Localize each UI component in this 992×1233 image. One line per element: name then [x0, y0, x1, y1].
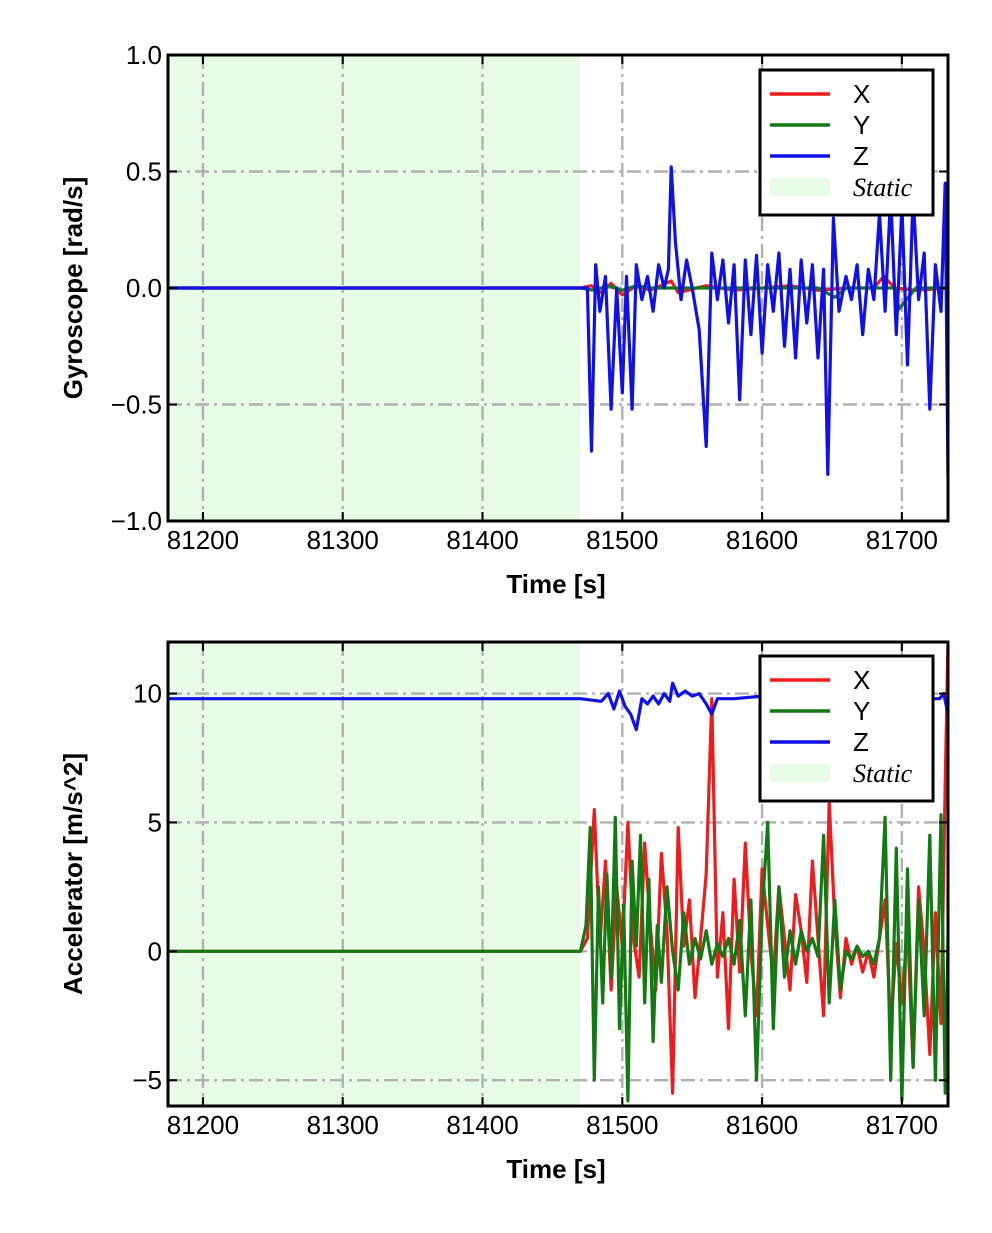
series-line-z	[168, 165, 948, 480]
static-region	[168, 642, 581, 1106]
x-tick-label: 81500	[586, 525, 658, 555]
x-tick-label: 81400	[446, 525, 518, 555]
legend-label-x: X	[853, 79, 870, 109]
y-axis-label: Gyroscope [rad/s]	[58, 177, 88, 400]
legend-label-x: X	[853, 665, 870, 695]
y-tick-label: 0.5	[126, 157, 162, 187]
series-line-y	[168, 813, 948, 1103]
y-tick-label: −0.5	[111, 390, 162, 420]
chart-panel-1: 81200 81300 81400 81500 81600 81700 −1.0 −0.5 0.…	[58, 40, 950, 599]
series-group	[168, 165, 948, 480]
x-tick-label: 81700	[866, 1110, 938, 1140]
x-tick-label: 81300	[307, 525, 379, 555]
legend-label-y: Y	[853, 696, 870, 726]
x-tick-label: 81500	[586, 1110, 658, 1140]
y-tick-label: 5	[148, 807, 162, 837]
legend-label-z: Z	[853, 727, 869, 757]
y-tick-label: 10	[133, 679, 162, 709]
x-tick-label: 81600	[726, 1110, 798, 1140]
chart-panel-2: 81200 81300 81400 81500 81600 81700 −5 0 5 10 Time…	[58, 640, 950, 1184]
x-axis-label: Time [s]	[506, 1154, 605, 1184]
plot-frame	[166, 640, 950, 1108]
x-tick-label: 81600	[726, 525, 798, 555]
x-tick-label: 81200	[167, 525, 239, 555]
x-tick-label: 81400	[446, 1110, 518, 1140]
x-tick-label: 81700	[866, 525, 938, 555]
legend-swatch-static	[770, 178, 830, 196]
y-tick-label: 0	[148, 936, 162, 966]
legend-label-y: Y	[853, 110, 870, 140]
legend-label-static: Static	[853, 173, 913, 202]
y-tick-label: 1.0	[126, 40, 162, 70]
x-tick-label: 81200	[167, 1110, 239, 1140]
x-tick-label: 81300	[307, 1110, 379, 1140]
y-tick-label: 0.0	[126, 273, 162, 303]
legend-label-z: Z	[853, 141, 869, 171]
legend-label-static: Static	[853, 759, 913, 788]
y-tick-label: −1.0	[111, 506, 162, 536]
legend-swatch-static	[770, 764, 830, 782]
y-axis-label: Accelerator [m/s^2]	[58, 753, 88, 995]
y-tick-label: −5	[132, 1065, 162, 1095]
x-axis-label: Time [s]	[506, 569, 605, 599]
